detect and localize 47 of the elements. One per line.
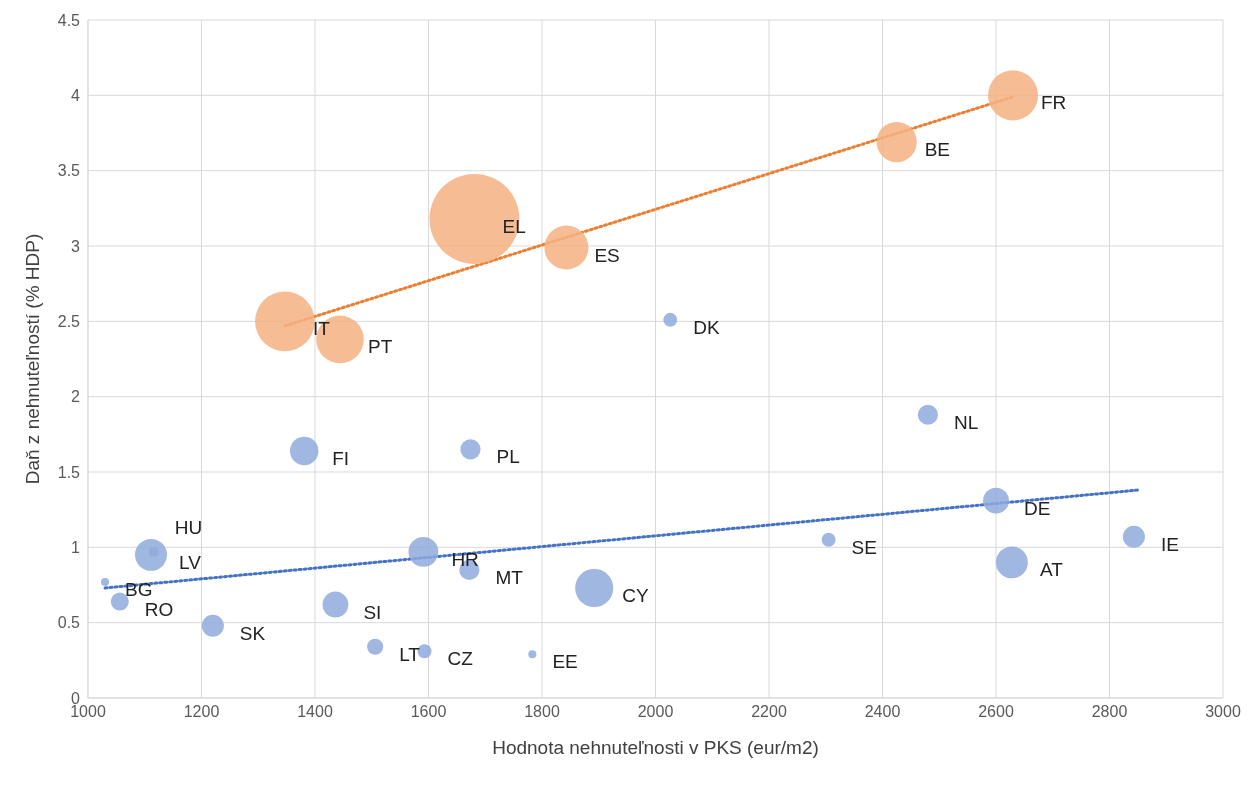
y-tick-label: 2 [71,388,81,406]
x-tick-label: 2600 [978,703,1014,721]
y-tick-label: 1.5 [57,463,81,481]
annotation: ES [594,244,620,266]
annotation: EL [502,215,526,237]
annotation: FR [1041,92,1067,114]
y-axis-title: Daň z nehnuteľností (% HDP) [21,233,43,485]
annotation: IE [1160,533,1179,555]
annotation: DE [1024,497,1051,519]
x-tick-label: 1800 [524,703,560,721]
x-tick-label: 2000 [637,703,674,721]
annotation: CY [622,585,649,607]
annotation: LV [178,551,202,573]
annotation: SE [851,536,877,558]
annotation: AT [1039,559,1064,581]
annotation: MT [495,566,524,588]
annotation: FI [332,447,350,469]
y-tick-label: 4 [71,87,81,105]
annotation: NL [953,411,979,433]
x-tick-label: 1400 [297,703,333,721]
y-tick-label: 2.5 [57,313,81,331]
y-tick-label: 4.5 [57,11,81,29]
annotation: RO [144,598,174,620]
x-axis-title: Hodnota nehnuteľnosti v PKS (eur/m2) [492,737,819,758]
annotation: EE [552,651,578,673]
annotation: HR [451,548,479,570]
x-tick-label: 2400 [864,703,901,721]
annotation: IT [312,318,331,340]
x-tick-label: 1200 [183,703,220,721]
annotation: PL [496,446,520,468]
annotation: DK [693,316,720,338]
annotation: CZ [447,648,474,670]
x-tick-label: 2200 [751,703,787,721]
x-tick-label: 2800 [1091,703,1128,721]
y-tick-label: 3.5 [57,162,81,180]
annotation: SI [363,601,382,623]
annotation: BE [924,139,951,161]
y-tick-label: 1 [71,539,81,557]
annotation: LT [399,643,421,665]
x-tick-label: 1000 [70,703,106,721]
y-tick-label: 0.5 [57,614,81,632]
y-tick-label: 3 [71,237,81,255]
annotation: PT [367,336,393,358]
annotation: SK [239,622,266,644]
x-tick-label: 1600 [410,703,447,721]
x-tick-label: 3000 [1205,703,1241,721]
annotation: HU [174,516,203,538]
